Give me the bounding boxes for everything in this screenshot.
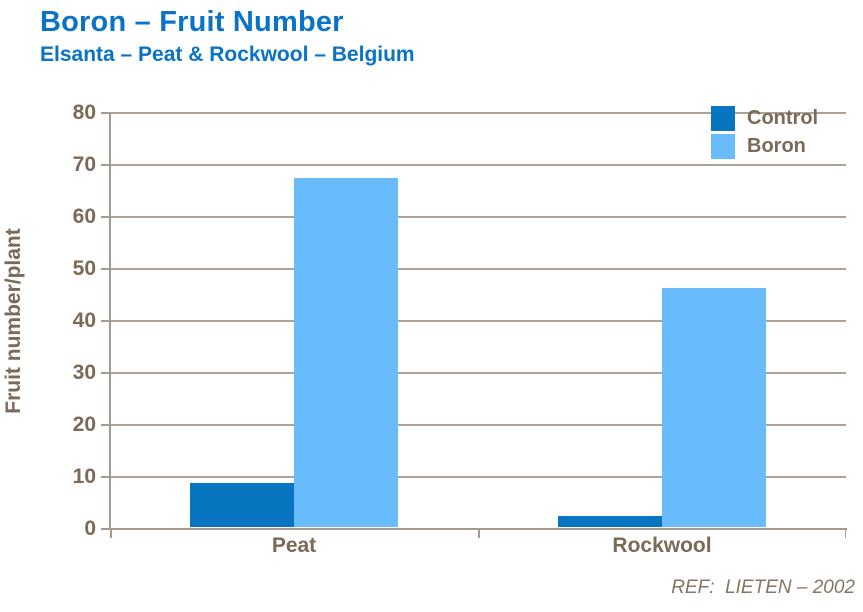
- legend-swatch-boron: [711, 134, 735, 159]
- legend: Control Boron: [711, 106, 818, 162]
- y-tick-label-30: 30: [72, 361, 96, 384]
- x-boundary-tick-0: [110, 529, 112, 538]
- gridline-50: [110, 268, 846, 270]
- y-tick-50: [101, 268, 110, 270]
- y-tick-label-40: 40: [72, 309, 96, 332]
- y-tick-20: [101, 424, 110, 426]
- bar-rockwool-boron: [662, 288, 766, 527]
- y-tick-70: [101, 164, 110, 166]
- y-tick-label-60: 60: [72, 205, 96, 228]
- y-tick-label-70: 70: [72, 153, 96, 176]
- y-tick-30: [101, 372, 110, 374]
- y-tick-10: [101, 476, 110, 478]
- y-axis-line: [109, 113, 111, 530]
- gridline-60: [110, 216, 846, 218]
- category-label-peat: Peat: [271, 534, 317, 557]
- reference-text: REF: LIETEN – 2002: [671, 577, 855, 598]
- gridline-40: [110, 320, 846, 322]
- category-label-rockwool: Rockwool: [612, 534, 712, 557]
- y-tick-label-50: 50: [72, 257, 96, 280]
- y-tick-label-0: 0: [84, 517, 96, 540]
- gridline-80: [110, 112, 846, 114]
- gridline-20: [110, 424, 846, 426]
- x-boundary-tick-2: [844, 529, 846, 538]
- bar-group-peat: [110, 113, 478, 527]
- x-axis-labels: Peat Rockwool: [110, 534, 846, 558]
- gridline-10: [110, 476, 846, 478]
- legend-item-boron: Boron: [711, 134, 818, 159]
- gridline-30: [110, 372, 846, 374]
- legend-swatch-control: [711, 106, 735, 131]
- y-tick-60: [101, 216, 110, 218]
- chart-subtitle: Elsanta – Peat & Rockwool – Belgium: [40, 43, 415, 66]
- plot-area: [101, 112, 847, 538]
- y-tick-label-80: 80: [72, 101, 96, 124]
- bar-group-rockwool: [478, 113, 846, 527]
- legend-item-control: Control: [711, 106, 818, 131]
- legend-label-control: Control: [747, 107, 819, 129]
- bar-rockwool-control: [558, 515, 662, 527]
- y-tick-80: [101, 112, 110, 114]
- bar-peat-control: [190, 483, 294, 527]
- y-axis-tick-labels: 0 10 20 30 40 50 60 70 80: [0, 101, 96, 540]
- y-tick-label-10: 10: [72, 465, 96, 488]
- y-tick-40: [101, 320, 110, 322]
- x-boundary-tick-1: [478, 529, 480, 538]
- gridline-70: [110, 164, 846, 166]
- y-tick-label-20: 20: [72, 413, 96, 436]
- y-tick-0: [101, 528, 110, 530]
- bar-peat-boron: [294, 177, 398, 527]
- legend-label-boron: Boron: [747, 135, 806, 157]
- chart-title: Boron – Fruit Number: [40, 6, 344, 38]
